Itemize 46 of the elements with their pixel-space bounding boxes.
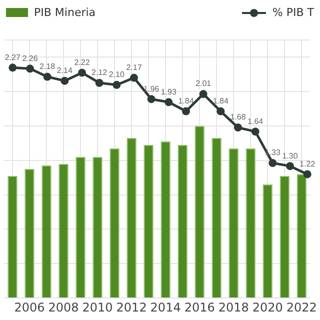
point: [43, 72, 52, 81]
x-tick-label: 2016: [184, 300, 215, 314]
point: [216, 107, 225, 116]
point: [147, 95, 156, 104]
data-label: 1.96: [144, 84, 160, 94]
point: [130, 74, 138, 82]
data-label: 1.84: [178, 96, 194, 106]
point: [26, 64, 34, 73]
data-label: 2.10: [108, 70, 125, 80]
data-label: 2.26: [22, 54, 38, 63]
x-tick-label: 2020: [252, 300, 283, 314]
data-label: 2.01: [196, 79, 212, 88]
data-label: 1.84: [212, 96, 229, 106]
point: [95, 78, 104, 87]
x-tick-label: 2010: [82, 300, 113, 314]
point: [60, 76, 69, 85]
data-label: 2.12: [92, 68, 108, 78]
data-label: 1.22: [300, 159, 316, 168]
data-label: 2.14: [56, 66, 73, 76]
data-label: 2.18: [40, 62, 56, 71]
point: [268, 159, 277, 168]
point: [164, 98, 173, 106]
legend-label: PIB Mineria: [34, 6, 96, 19]
point: [8, 64, 17, 72]
point: [251, 128, 260, 136]
point: [199, 90, 208, 98]
x-tick-label: 2018: [218, 300, 249, 314]
x-tick-label: 2014: [150, 300, 181, 314]
x-tick-label: 2022: [286, 300, 317, 314]
point: [286, 162, 294, 170]
x-tick-label: 2006: [14, 300, 45, 314]
x-tick-label: 2008: [48, 300, 79, 314]
data-label: 1.68: [230, 112, 246, 122]
data-label: 1.64: [248, 116, 264, 126]
legend-label: % PIB T: [272, 6, 314, 19]
data-label: 1.93: [160, 87, 177, 96]
point: [303, 170, 312, 178]
data-label: 2.22: [74, 58, 90, 67]
x-tick-label: 2012: [116, 300, 147, 314]
point: [112, 80, 121, 89]
point: [78, 68, 86, 77]
point: [182, 107, 190, 116]
point: [234, 124, 242, 132]
data-label: 2.27: [4, 52, 21, 62]
data-label: 1.30: [282, 151, 298, 160]
data-label: 2.17: [126, 62, 142, 72]
